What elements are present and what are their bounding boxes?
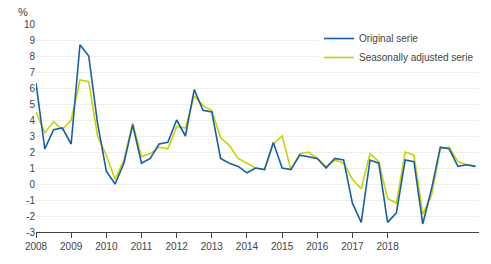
svg-text:2012: 2012 xyxy=(166,241,189,252)
svg-text:2014: 2014 xyxy=(236,241,259,252)
svg-text:-1: -1 xyxy=(26,195,35,206)
svg-text:3: 3 xyxy=(29,131,35,142)
svg-text:Seasonally adjusted serie: Seasonally adjusted serie xyxy=(359,52,473,63)
svg-text:2008: 2008 xyxy=(25,241,48,252)
svg-text:-2: -2 xyxy=(26,211,35,222)
svg-text:-3: -3 xyxy=(26,227,35,238)
svg-text:2009: 2009 xyxy=(60,241,83,252)
svg-text:2015: 2015 xyxy=(271,241,294,252)
svg-text:2: 2 xyxy=(29,147,35,158)
svg-text:%: % xyxy=(18,6,28,18)
svg-text:8: 8 xyxy=(29,51,35,62)
svg-text:2010: 2010 xyxy=(95,241,118,252)
svg-text:2013: 2013 xyxy=(201,241,224,252)
svg-text:Original serie: Original serie xyxy=(359,33,418,44)
svg-text:5: 5 xyxy=(29,99,35,110)
svg-text:4: 4 xyxy=(29,115,35,126)
svg-text:0: 0 xyxy=(29,179,35,190)
svg-text:10: 10 xyxy=(24,19,36,30)
svg-text:7: 7 xyxy=(29,67,35,78)
svg-text:1: 1 xyxy=(29,163,35,174)
svg-text:2018: 2018 xyxy=(376,241,399,252)
svg-text:9: 9 xyxy=(29,35,35,46)
svg-text:6: 6 xyxy=(29,83,35,94)
svg-text:2017: 2017 xyxy=(341,241,364,252)
svg-text:2011: 2011 xyxy=(131,241,153,252)
svg-text:2016: 2016 xyxy=(306,241,329,252)
